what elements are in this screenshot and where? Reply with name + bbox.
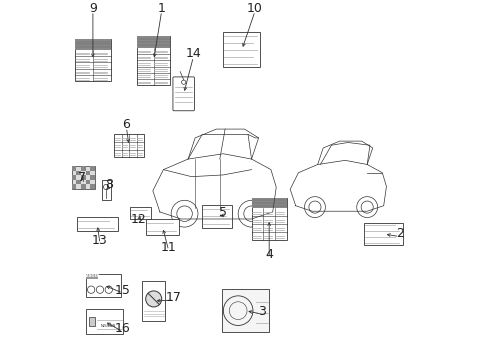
FancyBboxPatch shape (90, 175, 95, 180)
Text: 11: 11 (161, 241, 176, 254)
FancyBboxPatch shape (75, 39, 110, 81)
FancyBboxPatch shape (72, 166, 76, 171)
Text: 9: 9 (89, 1, 97, 14)
FancyBboxPatch shape (251, 198, 286, 240)
FancyBboxPatch shape (364, 222, 402, 246)
FancyBboxPatch shape (90, 184, 95, 189)
FancyBboxPatch shape (72, 184, 76, 189)
FancyBboxPatch shape (142, 281, 165, 321)
Text: 6: 6 (122, 118, 130, 131)
Text: 2: 2 (395, 227, 403, 240)
Text: 4: 4 (264, 248, 273, 261)
FancyBboxPatch shape (202, 205, 232, 228)
FancyBboxPatch shape (81, 175, 85, 180)
FancyBboxPatch shape (76, 180, 81, 184)
Text: 16: 16 (115, 322, 130, 335)
FancyBboxPatch shape (86, 274, 98, 279)
FancyBboxPatch shape (72, 166, 95, 189)
Text: 15: 15 (115, 284, 131, 297)
FancyBboxPatch shape (72, 175, 76, 180)
Text: 17: 17 (166, 291, 182, 303)
FancyBboxPatch shape (137, 36, 170, 85)
Text: 1: 1 (158, 1, 165, 14)
FancyBboxPatch shape (223, 32, 260, 67)
FancyBboxPatch shape (251, 198, 286, 208)
FancyBboxPatch shape (81, 166, 85, 171)
FancyBboxPatch shape (85, 180, 90, 184)
FancyBboxPatch shape (173, 77, 194, 111)
Text: 7: 7 (78, 171, 86, 184)
Text: 12: 12 (131, 213, 146, 226)
FancyBboxPatch shape (81, 184, 85, 189)
FancyBboxPatch shape (114, 134, 144, 157)
FancyBboxPatch shape (86, 309, 122, 334)
FancyBboxPatch shape (221, 289, 268, 332)
FancyBboxPatch shape (88, 317, 95, 326)
FancyBboxPatch shape (85, 171, 90, 175)
FancyBboxPatch shape (76, 171, 81, 175)
FancyBboxPatch shape (75, 39, 110, 50)
Text: NISSAN: NISSAN (100, 324, 116, 328)
FancyBboxPatch shape (130, 207, 151, 219)
Text: 5: 5 (219, 206, 227, 219)
Text: 14: 14 (185, 47, 201, 60)
FancyBboxPatch shape (86, 274, 121, 297)
FancyBboxPatch shape (137, 36, 170, 48)
Text: 10: 10 (246, 1, 263, 14)
FancyBboxPatch shape (102, 180, 110, 199)
Text: DANGER: DANGER (83, 274, 100, 279)
Circle shape (181, 80, 185, 84)
Circle shape (145, 291, 162, 307)
Text: 13: 13 (92, 234, 108, 247)
FancyBboxPatch shape (77, 217, 117, 231)
FancyBboxPatch shape (90, 166, 95, 171)
Text: 3: 3 (258, 305, 265, 318)
FancyBboxPatch shape (145, 219, 179, 235)
Text: 8: 8 (104, 178, 113, 191)
